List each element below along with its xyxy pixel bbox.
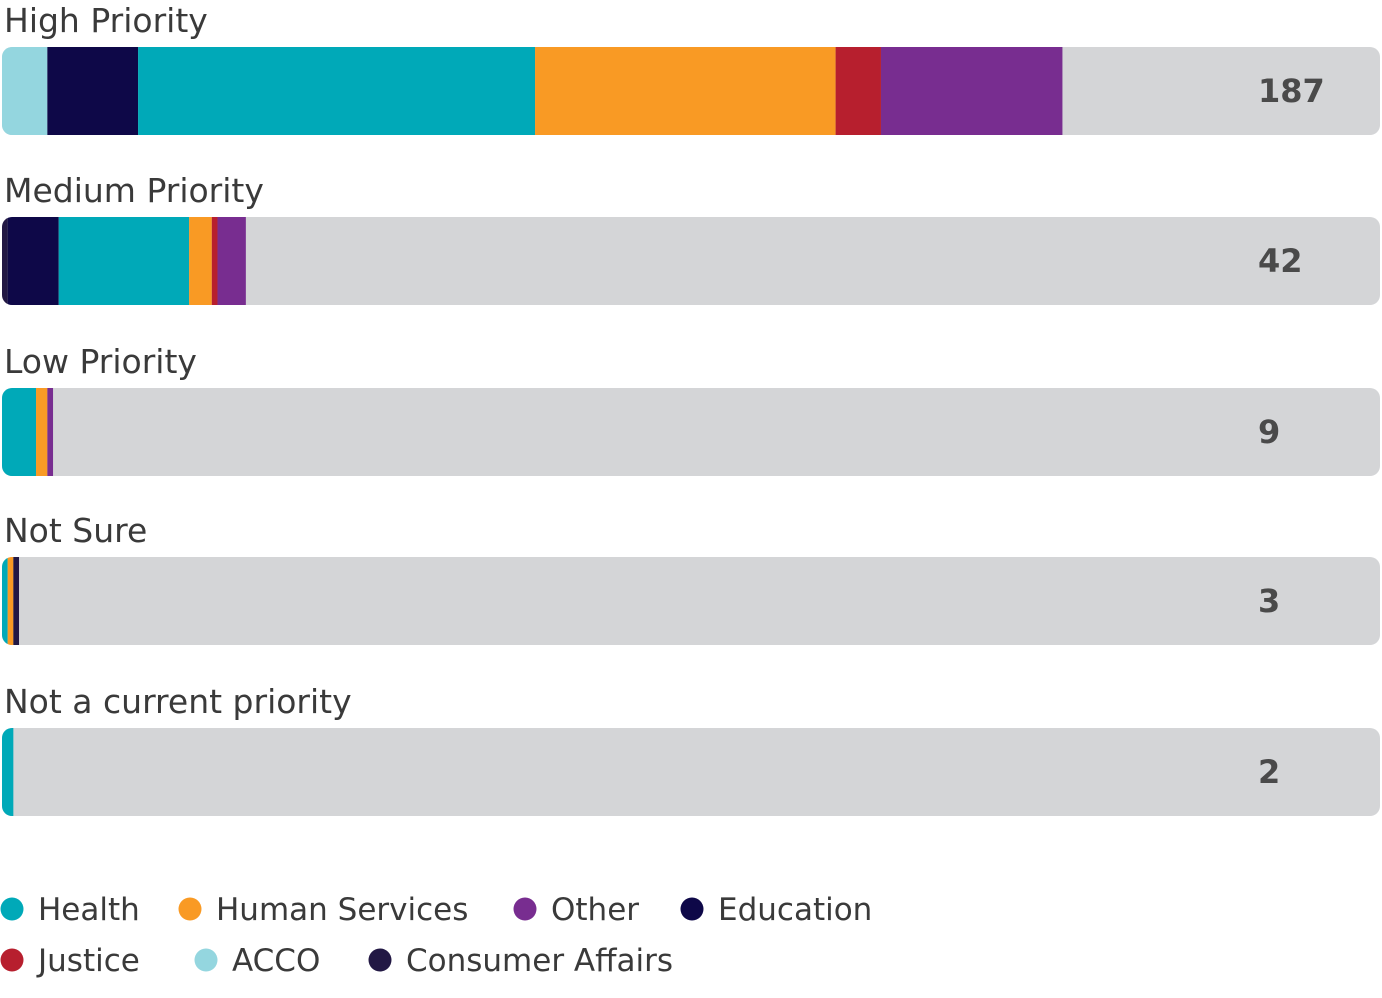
bar-segment-human-services	[7, 557, 14, 645]
bar-segment-human-services	[189, 217, 212, 305]
bar-segment-human-services	[36, 388, 48, 476]
bar-row-not-sure: Not Sure 3	[2, 511, 1380, 645]
legend-swatch	[368, 948, 392, 972]
bar-segment-education	[47, 47, 139, 135]
bar-segments	[2, 388, 54, 476]
bar-track	[2, 557, 1380, 645]
bar-segments	[2, 728, 14, 816]
legend-label: Justice	[36, 943, 140, 979]
legend-item-acco: ACCO	[194, 943, 320, 979]
legend-swatch	[194, 948, 218, 972]
bar-segments	[2, 557, 20, 645]
bar-track	[2, 217, 1380, 305]
bar-segment-justice	[835, 47, 881, 135]
bar-segment-health	[58, 217, 190, 305]
bar-segment-health	[2, 728, 14, 816]
chart-rows: High Priority 187 Medium Priority 42 Low Pri…	[2, 1, 1380, 816]
total-value-label: 2	[1258, 753, 1280, 791]
legend-item-human-services: Human Services	[178, 892, 468, 928]
bar-row-medium-priority: Medium Priority 42	[2, 171, 1380, 305]
bar-row-high-priority: High Priority 187	[2, 1, 1380, 135]
legend-label: Other	[551, 892, 639, 928]
total-value-label: 42	[1258, 242, 1303, 280]
legend-label: Human Services	[216, 892, 468, 928]
chart-legend: Health Human Services Other Education Justic…	[0, 892, 872, 979]
legend-swatch	[178, 897, 202, 921]
legend-item-education: Education	[680, 892, 872, 928]
category-label: Not Sure	[4, 511, 147, 550]
bar-segment-health	[138, 47, 536, 135]
legend-label: Health	[38, 892, 140, 928]
legend-item-health: Health	[0, 892, 140, 928]
total-value-label: 187	[1258, 72, 1325, 110]
bar-segment-education	[7, 217, 59, 305]
bar-segment-acco	[2, 47, 48, 135]
category-label: High Priority	[4, 1, 208, 40]
bar-row-not-a-current-priority: Not a current priority 2	[2, 682, 1380, 816]
bar-segment-human-services	[535, 47, 836, 135]
bar-segment-health	[2, 557, 8, 645]
category-label: Not a current priority	[4, 682, 352, 721]
category-label: Low Priority	[4, 342, 197, 381]
bar-segments	[2, 47, 1063, 135]
legend-label: Consumer Affairs	[406, 943, 673, 979]
bar-track	[2, 728, 1380, 816]
bar-segment-justice	[211, 217, 218, 305]
bar-segment-consumer-affairs	[13, 557, 20, 645]
legend-item-consumer-affairs: Consumer Affairs	[368, 943, 673, 979]
category-label: Medium Priority	[4, 171, 264, 210]
bar-segment-consumer-affairs	[2, 217, 8, 305]
bar-segments	[2, 217, 246, 305]
bar-segment-health	[2, 388, 37, 476]
bar-row-low-priority: Low Priority 9	[2, 342, 1380, 476]
total-value-label: 3	[1258, 582, 1280, 620]
bar-track	[2, 388, 1380, 476]
legend-swatch	[513, 897, 537, 921]
total-value-label: 9	[1258, 413, 1280, 451]
legend-swatch	[0, 897, 24, 921]
legend-swatch	[680, 897, 704, 921]
bar-segment-other	[880, 47, 1063, 135]
bar-segment-other	[47, 388, 54, 476]
legend-swatch	[0, 948, 24, 972]
legend-item-other: Other	[513, 892, 639, 928]
legend-item-justice: Justice	[0, 943, 140, 979]
legend-label: Education	[718, 892, 872, 928]
bar-segment-other	[217, 217, 246, 305]
legend-label: ACCO	[232, 943, 320, 979]
